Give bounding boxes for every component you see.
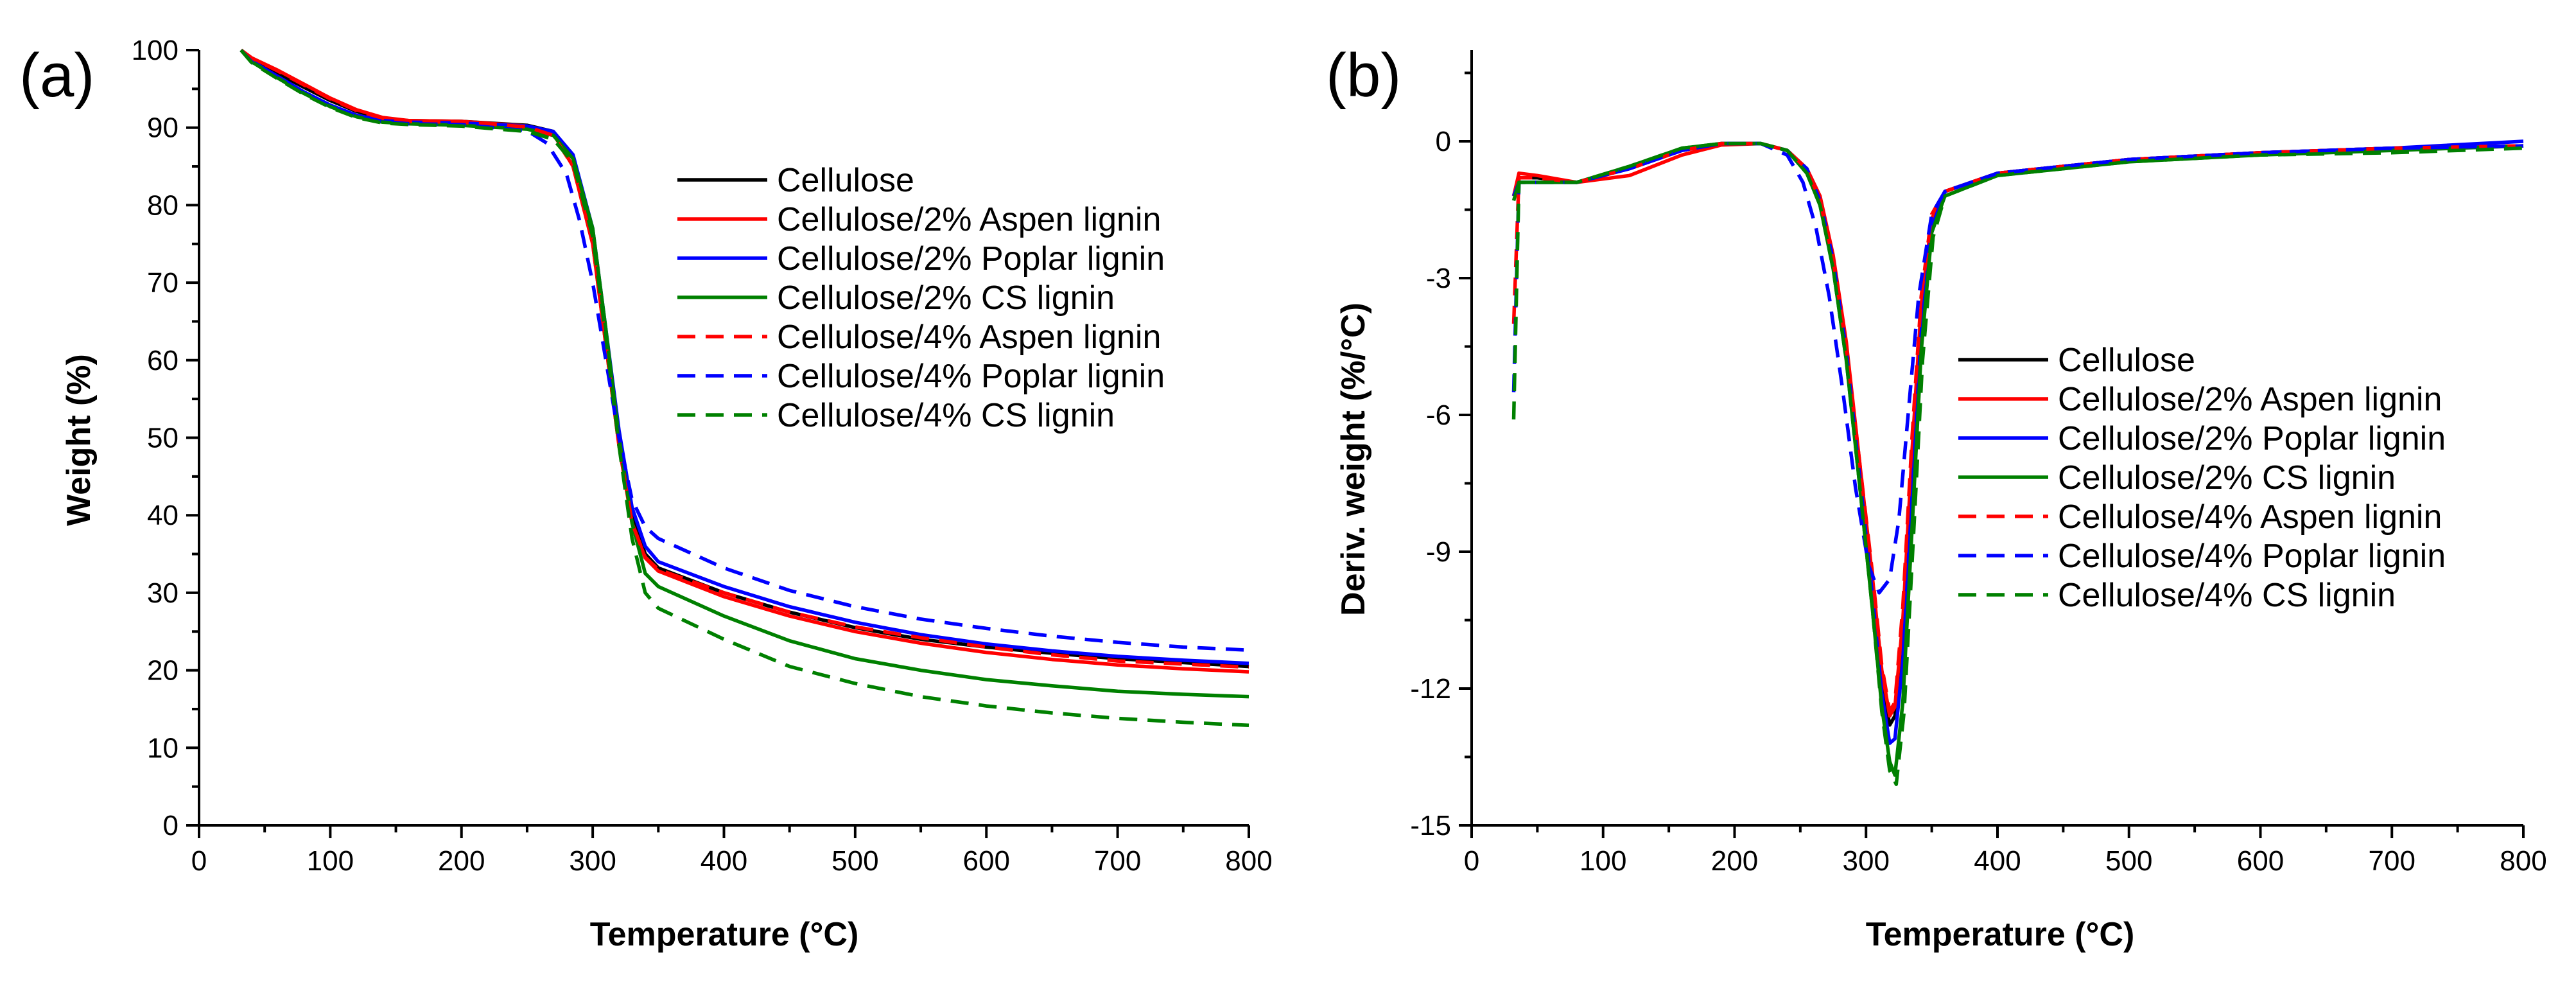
legend-label: Cellulose xyxy=(777,162,914,199)
y-tick-label: 0 xyxy=(1436,126,1451,157)
legend-label: Cellulose/2% CS lignin xyxy=(777,279,1115,317)
x-tick-label: 500 xyxy=(831,845,878,877)
series-line-6 xyxy=(239,49,1249,728)
panel-b-y-axis-title: Deriv. weight (%/°C) xyxy=(1335,303,1372,616)
x-tick-label: 100 xyxy=(307,845,354,877)
y-tick-label: 30 xyxy=(147,577,178,609)
x-tick-label: 600 xyxy=(2237,845,2284,877)
x-tick-label: 300 xyxy=(569,845,616,877)
panel-b-ticks: 0 100 200 300 400 500 600 700 800 -15 -12 -9 -6 -3 0 xyxy=(1410,71,2547,877)
legend-label: Cellulose/2% Poplar lignin xyxy=(777,240,1165,277)
panel-b: (b) 0 100 200 300 400 500 600 700 800 -15 -12 -9 -6 -… xyxy=(1326,41,2547,953)
legend-label: Cellulose xyxy=(2058,342,2195,379)
panel-a-label: (a) xyxy=(19,41,94,110)
legend-label: Cellulose/2% Aspen lignin xyxy=(777,201,1161,238)
legend-label: Cellulose/4% Poplar lignin xyxy=(2058,538,2446,575)
panel-b-x-axis-title: Temperature (°C) xyxy=(1866,916,2135,953)
panel-a-y-axis-title: Weight (%) xyxy=(60,354,98,526)
series-line-5 xyxy=(1511,141,2524,595)
legend-label: Cellulose/4% Poplar lignin xyxy=(777,358,1165,395)
series-line-2 xyxy=(239,49,1249,665)
axis-lines xyxy=(198,50,1249,827)
x-tick-label: 800 xyxy=(2500,845,2546,877)
y-tick-label: 60 xyxy=(147,345,178,376)
y-tick-label: 40 xyxy=(147,500,178,531)
x-tick-label: 0 xyxy=(191,845,207,877)
x-tick-label: 700 xyxy=(2369,845,2415,877)
y-tick-label: 100 xyxy=(132,35,178,66)
x-tick-label: 200 xyxy=(1711,845,1758,877)
x-tick-label: 400 xyxy=(1974,845,2021,877)
y-tick-label: -6 xyxy=(1426,400,1451,431)
panel-a-lines xyxy=(239,48,1249,728)
series-line-3 xyxy=(1511,141,2524,777)
panel-b-lines xyxy=(1511,139,2524,786)
y-tick-label: 0 xyxy=(163,810,178,841)
legend-label: Cellulose/2% Poplar lignin xyxy=(2058,420,2446,457)
y-tick-label: -3 xyxy=(1426,263,1451,294)
legend-label: Cellulose/2% CS lignin xyxy=(2058,459,2396,496)
x-tick-label: 300 xyxy=(1843,845,1890,877)
legend-label: Cellulose/4% Aspen lignin xyxy=(2058,498,2442,536)
legend-label: Cellulose/4% CS lignin xyxy=(777,397,1115,434)
y-tick-label: -12 xyxy=(1410,673,1451,705)
x-tick-label: 400 xyxy=(701,845,747,877)
y-tick-label: 90 xyxy=(147,112,178,144)
y-tick-label: 20 xyxy=(147,655,178,687)
y-tick-label: 80 xyxy=(147,189,178,221)
x-tick-label: 600 xyxy=(963,845,1010,877)
y-tick-label: -15 xyxy=(1410,810,1451,841)
y-tick-label: 10 xyxy=(147,732,178,764)
panel-a-x-axis-title: Temperature (°C) xyxy=(590,916,859,953)
legend-label: Cellulose/4% CS lignin xyxy=(2058,577,2396,614)
y-tick-label: 70 xyxy=(147,267,178,299)
y-tick-label: 50 xyxy=(147,423,178,454)
x-tick-label: 100 xyxy=(1580,845,1626,877)
panel-a-ticks: 0 100 200 300 400 500 600 700 800 0 10 20 30 40 50 60 70… xyxy=(132,35,1273,877)
legend-label: Cellulose/2% Aspen lignin xyxy=(2058,381,2442,418)
x-tick-label: 0 xyxy=(1464,845,1479,877)
panel-b-label: (b) xyxy=(1326,41,1401,110)
x-tick-label: 500 xyxy=(2105,845,2152,877)
x-tick-label: 200 xyxy=(438,845,485,877)
y-tick-label: -9 xyxy=(1426,536,1451,568)
panel-a: (a) 0 100 200 300 400 500 600 700 800 0 10 20 30 40 50… xyxy=(19,35,1273,953)
x-tick-label: 700 xyxy=(1094,845,1141,877)
panel-a-axes xyxy=(198,50,1249,827)
x-tick-label: 800 xyxy=(1225,845,1272,877)
legend-label: Cellulose/4% Aspen lignin xyxy=(777,319,1161,356)
